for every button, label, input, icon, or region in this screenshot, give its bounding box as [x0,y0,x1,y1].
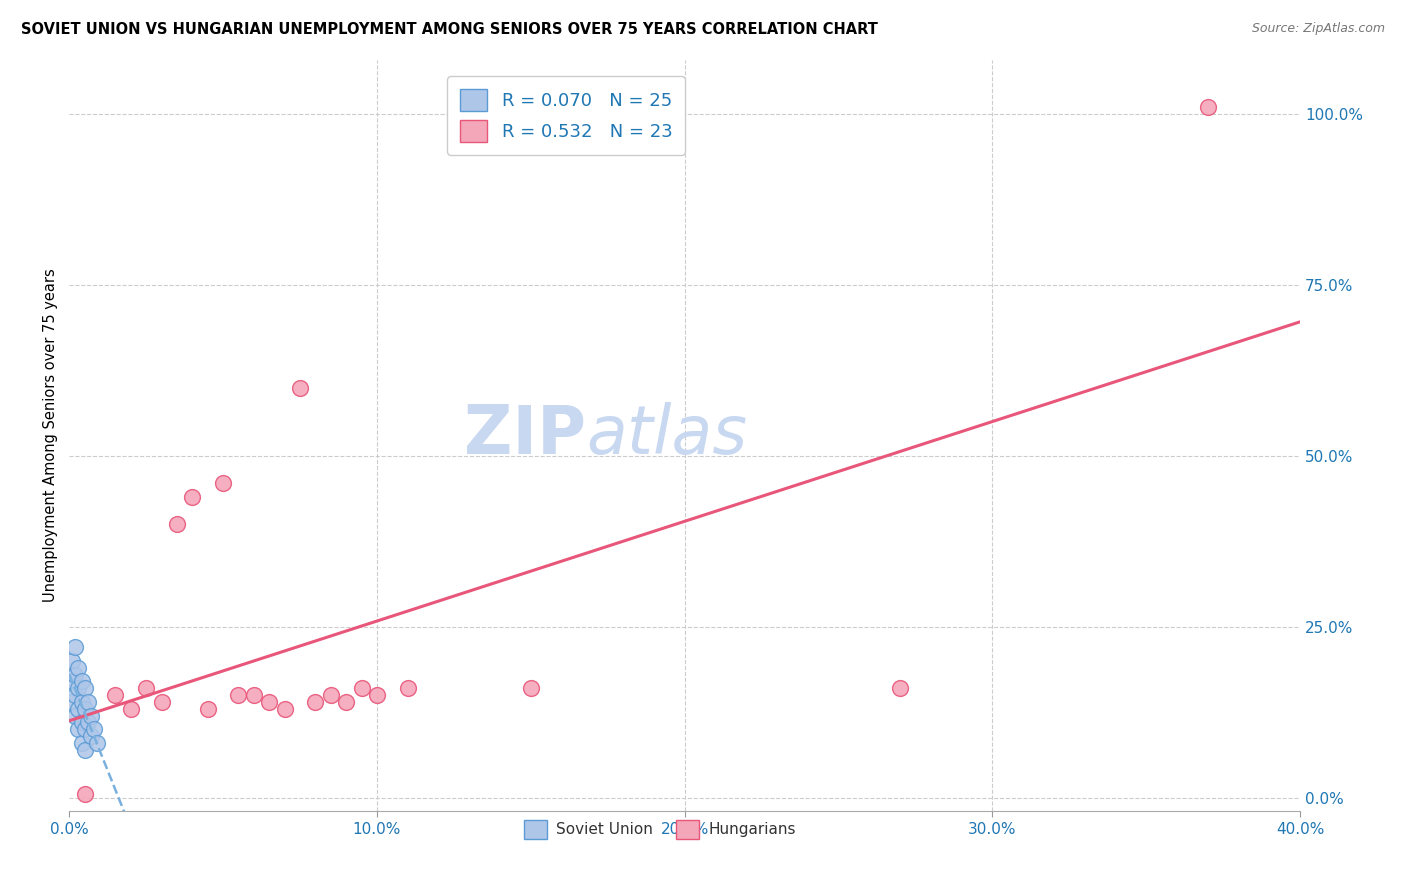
Text: ZIP: ZIP [464,402,586,468]
Point [197,702,219,716]
Point [166,517,188,532]
Point [273,702,295,716]
Point [67,702,90,716]
Point [120,702,142,716]
Point [60,695,83,709]
Point [889,681,911,696]
Point [73,742,96,756]
Point [350,681,373,696]
Point [73,722,96,736]
Point [76,695,98,709]
Point [67,681,90,696]
Point [319,688,342,702]
Point [80,729,103,743]
Text: Source: ZipAtlas.com: Source: ZipAtlas.com [1251,22,1385,36]
Point [60,674,83,689]
Point [150,695,173,709]
Y-axis label: Unemployment Among Seniors over 75 years: Unemployment Among Seniors over 75 years [44,268,58,602]
Point [257,695,280,709]
Point [304,695,326,709]
Point [65,708,87,723]
Point [73,787,96,801]
Legend: Soviet Union, Hungarians: Soviet Union, Hungarians [519,814,801,845]
Point [65,667,87,681]
Point [67,722,90,736]
Point [335,695,357,709]
Point [104,688,127,702]
Point [65,688,87,702]
Point [70,736,93,750]
Point [83,722,105,736]
Text: SOVIET UNION VS HUNGARIAN UNEMPLOYMENT AMONG SENIORS OVER 75 YEARS CORRELATION C: SOVIET UNION VS HUNGARIAN UNEMPLOYMENT A… [21,22,877,37]
Point [73,702,96,716]
Point [288,380,311,394]
Point [86,736,108,750]
Point [60,654,83,668]
Point [70,695,93,709]
Point [243,688,266,702]
Point [366,688,388,702]
Point [73,681,96,696]
Text: atlas: atlas [586,402,747,468]
Point [181,490,204,504]
Point [76,715,98,730]
Point [396,681,419,696]
Point [67,661,90,675]
Point [70,674,93,689]
Point [1197,100,1219,114]
Point [212,476,235,491]
Point [520,681,543,696]
Point [65,640,87,655]
Point [135,681,157,696]
Point [80,708,103,723]
Point [228,688,250,702]
Point [70,715,93,730]
